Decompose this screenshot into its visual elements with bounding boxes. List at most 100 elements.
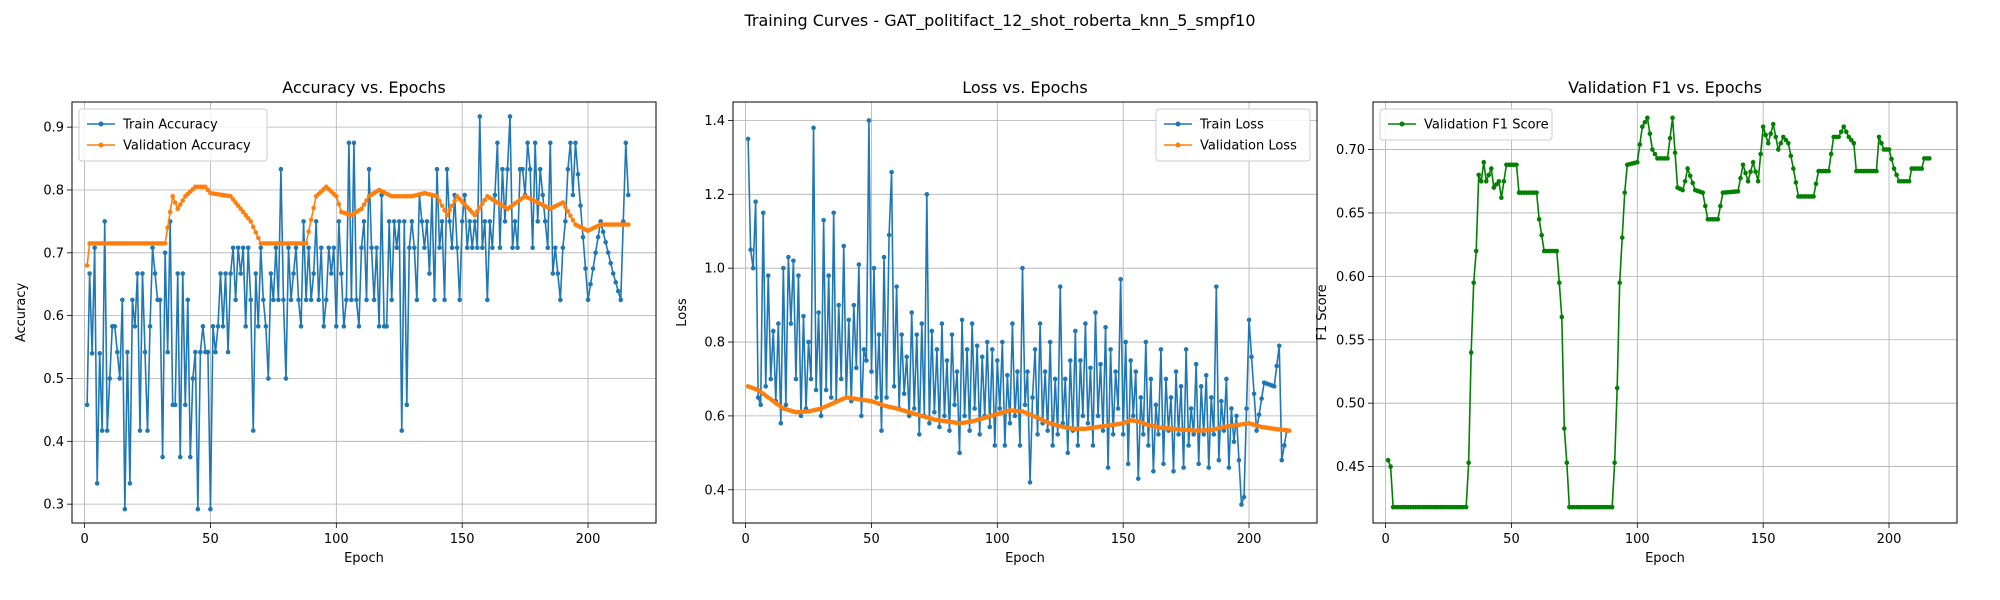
- f1-data-point: [1682, 178, 1688, 184]
- f1-data-point: [1781, 134, 1786, 140]
- accuracy-data-point: [371, 297, 377, 303]
- f1-xtick-label: 50: [1503, 532, 1520, 547]
- f1-data-point: [1640, 124, 1645, 130]
- accuracy-data-point: [474, 209, 480, 214]
- accuracy-data-point: [527, 166, 533, 172]
- f1-xtick-label: 150: [1751, 532, 1776, 547]
- loss-data-point: [879, 428, 884, 433]
- accuracy-data-point: [115, 349, 120, 355]
- accuracy-data-point: [454, 245, 460, 251]
- f1-data-point: [1385, 457, 1391, 463]
- accuracy-data-point: [205, 187, 211, 193]
- loss-data-point: [760, 210, 766, 216]
- f1-data-point: [1906, 178, 1912, 184]
- accuracy-data-point: [245, 245, 251, 251]
- accuracy-data-point: [321, 324, 327, 329]
- loss-data-point: [856, 262, 862, 267]
- loss-data-point: [1017, 443, 1023, 448]
- loss-data-point: [798, 413, 804, 419]
- loss-data-point: [1000, 339, 1005, 345]
- accuracy-data-point: [188, 454, 193, 460]
- accuracy-data-point: [253, 230, 259, 235]
- accuracy-data-point: [127, 481, 133, 486]
- f1-data-point: [1838, 129, 1844, 135]
- accuracy-data-point: [626, 192, 631, 198]
- accuracy-ylabel: Accuracy: [14, 283, 29, 343]
- loss-data-point: [901, 391, 907, 397]
- loss-data-point: [1030, 395, 1035, 400]
- loss-data-point: [1246, 317, 1252, 323]
- loss-data-point: [989, 347, 995, 352]
- loss-data-point: [1115, 406, 1121, 411]
- accuracy-legend-marker: [98, 142, 104, 148]
- loss-data-point: [1183, 347, 1189, 352]
- accuracy-data-point: [248, 297, 254, 303]
- accuracy-data-point: [281, 297, 286, 303]
- f1-data-point: [1919, 166, 1925, 171]
- f1-data-point: [1478, 178, 1484, 184]
- accuracy-data-point: [306, 245, 311, 251]
- loss-data-point: [1236, 457, 1242, 463]
- loss-data-point: [984, 339, 990, 345]
- accuracy-data-point: [150, 245, 155, 251]
- loss-data-point: [927, 420, 932, 426]
- accuracy-data-point: [376, 324, 382, 329]
- accuracy-data-point: [447, 219, 452, 224]
- accuracy-data-point: [323, 297, 329, 303]
- accuracy-xtick-label: 50: [202, 532, 219, 547]
- f1-data-point: [1486, 172, 1492, 178]
- accuracy-series-line: [86, 116, 630, 510]
- loss-data-point: [786, 254, 791, 260]
- accuracy-data-point: [97, 351, 102, 356]
- f1-data-point: [1685, 166, 1690, 171]
- loss-data-point: [1254, 428, 1259, 433]
- accuracy-data-point: [469, 245, 475, 251]
- accuracy-data-point: [424, 219, 430, 224]
- accuracy-data-point: [444, 166, 450, 172]
- f1-data-point: [1745, 178, 1751, 184]
- accuracy-data-point: [482, 219, 488, 224]
- loss-data-point: [992, 443, 998, 448]
- loss-data-point: [1188, 406, 1194, 411]
- loss-data-point: [811, 125, 816, 131]
- accuracy-data-point: [147, 324, 153, 329]
- f1-data-point: [1642, 119, 1648, 125]
- accuracy-legend: Train Accuracy Validation Accuracy: [78, 108, 268, 162]
- accuracy-data-point: [230, 245, 236, 251]
- f1-data-point: [1388, 464, 1393, 469]
- f1-data-point: [1672, 150, 1678, 156]
- accuracy-data-point: [291, 271, 296, 276]
- loss-data-point: [1181, 465, 1186, 470]
- loss-data-point: [964, 347, 970, 352]
- loss-data-point: [1080, 413, 1086, 419]
- f1-data-point: [1556, 280, 1562, 286]
- accuracy-data-point: [482, 197, 488, 203]
- accuracy-data-point: [228, 271, 233, 276]
- loss-title: Loss vs. Epochs: [962, 78, 1087, 97]
- loss-data-point: [745, 136, 751, 142]
- f1-data-point: [1755, 178, 1761, 184]
- accuracy-data-point: [157, 297, 163, 303]
- f1-data-point: [1539, 232, 1544, 238]
- loss-data-point: [974, 343, 980, 349]
- loss-data-point: [1173, 369, 1179, 374]
- f1-data-point: [1763, 132, 1768, 138]
- accuracy-data-point: [235, 245, 241, 251]
- loss-data-point: [979, 354, 985, 360]
- loss-data-point: [1007, 420, 1013, 426]
- f1-data-point: [1612, 460, 1617, 466]
- accuracy-data-point: [303, 297, 309, 303]
- loss-data-point: [783, 402, 789, 408]
- loss-data-point: [826, 273, 831, 278]
- loss-data-point: [1022, 402, 1028, 408]
- loss-data-point: [1151, 469, 1156, 474]
- accuracy-data-point: [401, 219, 407, 224]
- accuracy-data-point: [485, 297, 490, 303]
- loss-data-point: [776, 321, 781, 326]
- loss-data-point: [1133, 369, 1139, 374]
- loss-data-point: [748, 247, 753, 253]
- accuracy-data-point: [600, 229, 606, 235]
- loss-data-point: [788, 321, 794, 326]
- loss-data-point: [1093, 310, 1098, 315]
- loss-data-point: [1234, 413, 1239, 419]
